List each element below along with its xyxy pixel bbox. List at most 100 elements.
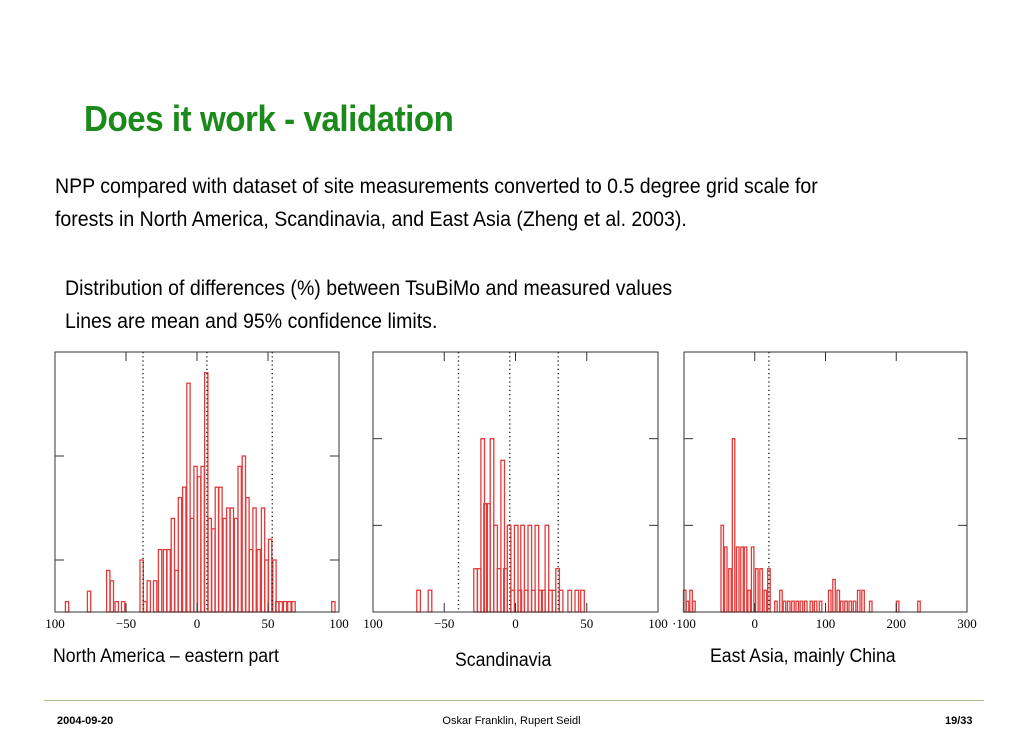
histogram-bar [427,589,433,613]
histogram-bar [237,465,242,613]
histogram-bar [567,589,573,613]
histogram-bar [723,546,728,613]
histogram-bar [839,600,844,613]
histogram-bar [799,600,804,613]
histogram-bar [193,465,198,613]
histogram-bar [827,589,832,613]
histogram-bar [754,568,759,613]
histogram-bar [852,600,857,613]
intro-paragraph: NPP compared with dataset of site measur… [55,170,818,236]
histogram-bar [252,507,257,613]
histogram-bar [917,600,921,613]
x-tick-label: 50 [580,616,593,631]
histogram-bar [685,600,690,613]
histogram-charts: 100 −50 0 50 100 100 −50 0 50 100 ·100 0 100 200 300 [45,351,977,631]
histogram-bar [580,589,585,613]
histogram-bar [868,600,873,613]
histogram-bar [267,538,273,613]
histogram-bar [214,486,220,613]
histogram-bar [818,600,823,613]
histogram-bar [186,382,191,613]
histogram-bar [750,546,755,613]
x-tick-label: ·100 [672,616,696,631]
x-tick-label: 0 [752,616,759,631]
histogram-bar [120,600,126,613]
histogram-bar [245,496,250,613]
x-tick-label: 0 [194,616,201,631]
histogram-bar [105,569,111,613]
histogram-bar [274,600,280,613]
histogram-bar [282,600,288,613]
histogram-bar [207,517,213,613]
histogram-bar [233,517,239,613]
histogram-bar [278,600,284,613]
histogram-bar [720,524,725,613]
histogram-bar [189,517,195,613]
histogram-bar [181,486,187,613]
x-tick-label: −50 [434,616,454,631]
histogram-bar [86,590,92,613]
chart-description: Distribution of differences (%) between … [65,272,672,338]
x-tick-label: 100 [648,616,668,631]
histogram-bar [895,600,900,613]
histogram-bar [196,476,202,613]
histogram-bar [222,517,228,613]
histogram-bar [146,580,152,613]
caption-east-asia: East Asia, mainly China [710,646,896,667]
histogram-bar [779,589,783,613]
intro-line: NPP compared with dataset of site measur… [55,175,818,198]
histogram-bar [795,600,800,613]
histogram-bar [241,455,247,613]
slide-title: Does it work - validation [84,98,454,139]
chart-description-line: Distribution of differences (%) between … [65,277,673,300]
histogram-bar [786,600,791,613]
histogram-bar [211,528,216,613]
chart-description-line: Lines are mean and 95% confidence limits… [65,310,438,333]
histogram-bar [803,600,808,613]
caption-north-america: North America – eastern part [53,646,279,667]
histogram-bar [229,507,235,613]
x-tick-label: 100 [329,616,349,631]
x-tick-label: 100 [363,616,383,631]
intro-line: forests in North America, Scandinavia, a… [55,208,687,231]
histogram-bar [791,600,795,613]
histogram-bar [782,600,787,613]
histogram-bar [574,589,580,613]
histogram-bar [747,589,752,613]
histogram-bar [735,546,740,613]
x-tick-label: 300 [957,616,977,631]
histogram-bar [174,569,179,613]
histogram-bar [809,600,814,613]
histogram-bar [731,438,736,613]
histogram-bar [763,589,768,613]
footer-page-number: 19/33 [945,715,973,727]
histogram-bar [225,507,231,613]
footer-date: 2004-09-20 [57,715,114,727]
x-tick-label: −50 [116,616,136,631]
histogram-bar [248,548,254,613]
histogram-bar [416,589,422,613]
histogram-bar [157,548,163,613]
histogram-bar [203,372,209,613]
histogram-bar [287,600,292,613]
histogram-bar [331,600,336,613]
histogram-bar [774,600,778,613]
histogram-bar [166,548,171,613]
histogram-bar [64,600,70,613]
x-tick-label: 200 [887,616,907,631]
footer-divider [44,700,984,701]
x-tick-label: 100 [816,616,836,631]
x-tick-label: 0 [512,616,519,631]
histogram-bar [728,568,732,613]
histogram-bar [848,600,853,613]
histogram-bar [558,589,564,613]
histogram-bar [162,548,168,613]
histogram-bar [832,578,836,613]
histogram-bar [260,507,266,613]
histogram-bar [170,517,176,613]
footer-authors: Oskar Franklin, Rupert Seidl [442,715,581,727]
histogram-bar [114,600,120,613]
histogram-bar [692,600,696,613]
histogram-bar [844,600,848,613]
histogram-bar [218,486,223,613]
